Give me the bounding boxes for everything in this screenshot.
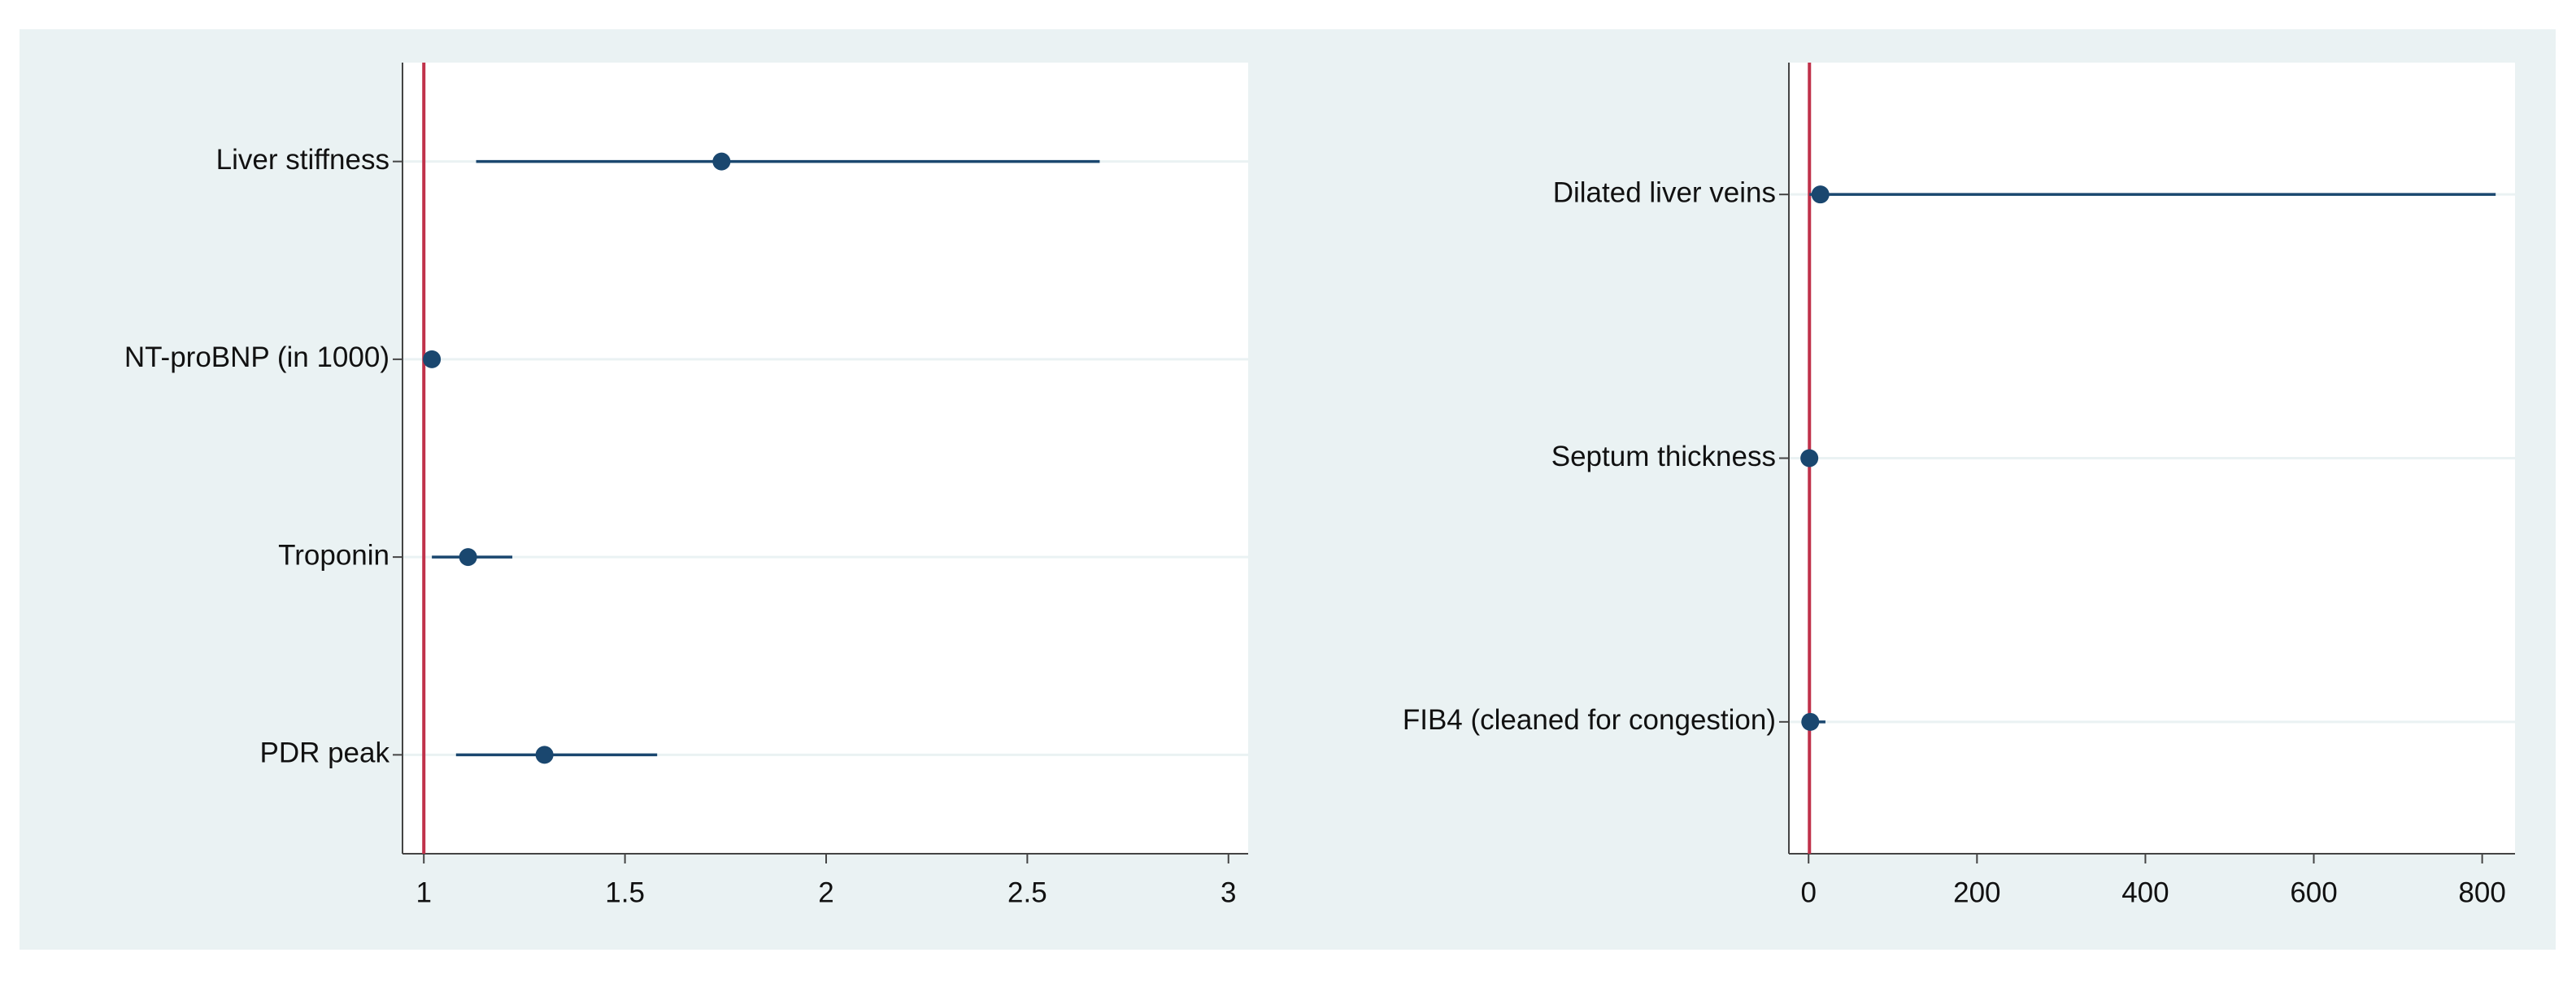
plot-area (402, 63, 1248, 854)
y-tick-label: FIB4 (cleaned for congestion) (1403, 704, 1776, 736)
y-tick-label: Liver stiffness (216, 144, 389, 176)
point-estimate (1811, 185, 1830, 204)
y-tick-label: Septum thickness (1551, 441, 1776, 472)
point-estimate (712, 152, 731, 171)
x-tick-label: 1.5 (605, 876, 645, 908)
x-tick-label: 2.5 (1007, 876, 1047, 908)
x-tick-label: 2 (818, 876, 833, 908)
x-tick-label: 1 (416, 876, 431, 908)
x-tick-label: 600 (2290, 876, 2337, 908)
point-estimate (423, 350, 442, 368)
y-tick-label: Dilated liver veins (1553, 176, 1776, 208)
x-tick-label: 3 (1221, 876, 1236, 908)
x-tick-label: 400 (2121, 876, 2169, 908)
x-tick-label: 800 (2458, 876, 2505, 908)
point-estimate (1801, 712, 1820, 731)
x-tick-label: 0 (1800, 876, 1816, 908)
x-tick-label: 200 (1953, 876, 2000, 908)
point-estimate (1800, 449, 1819, 468)
y-tick-label: Troponin (278, 539, 389, 571)
y-tick-label: NT-proBNP (in 1000) (124, 341, 389, 373)
point-estimate (459, 548, 477, 567)
point-estimate (535, 746, 554, 764)
y-tick-label: PDR peak (259, 737, 389, 769)
